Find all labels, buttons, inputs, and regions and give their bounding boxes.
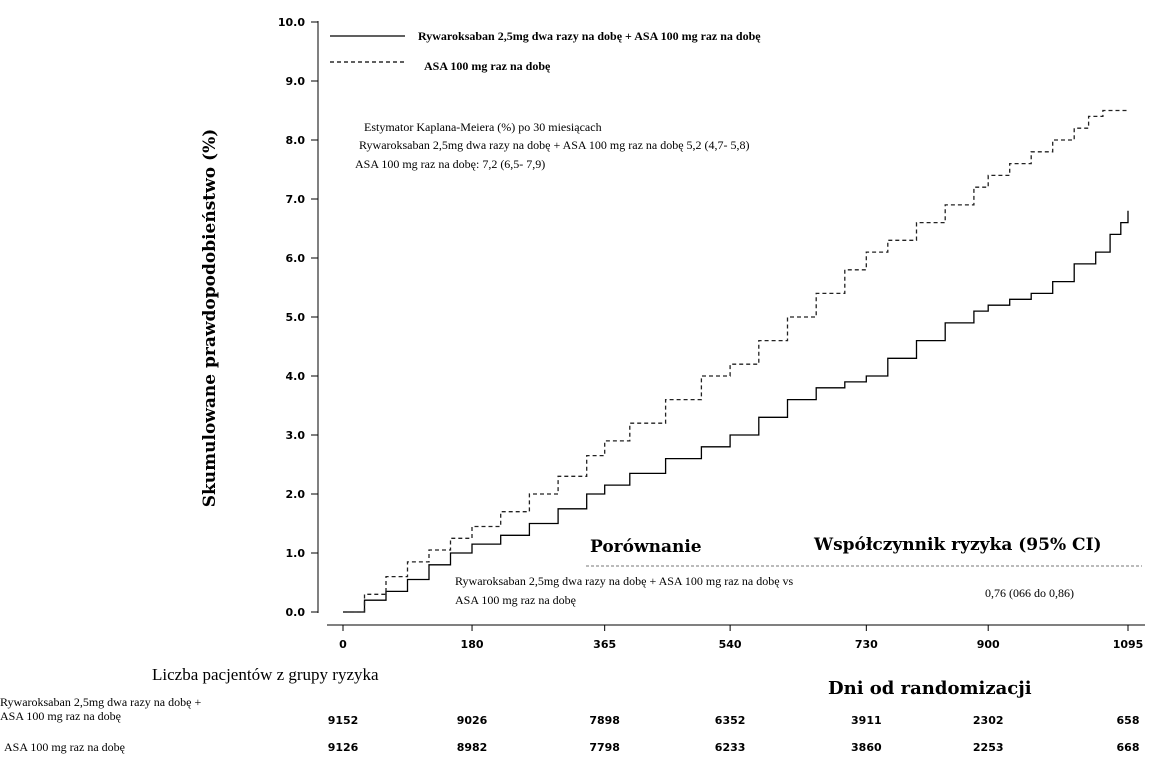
comparison-header-right: Współczynnik ryzyka (95% CI)	[813, 535, 1102, 555]
x-axis-label: Dni od randomizacji	[828, 678, 1032, 699]
risk-cell: 7898	[589, 714, 620, 727]
risk-cell: 6352	[714, 714, 746, 727]
risk-cell: 6233	[714, 741, 746, 754]
risk-cell: 668	[1116, 741, 1140, 754]
y-tick-label: 7.0	[286, 193, 306, 206]
risk-cell: 658	[1116, 714, 1140, 727]
x-ticks: 0 180 365 540 730 900 1095	[339, 625, 1143, 651]
x-tick-label: 900	[977, 638, 1000, 651]
risk-table-title: Liczba pacjentów z grupy ryzyka	[152, 665, 379, 684]
legend-label-2: ASA 100 mg raz na dobę	[424, 59, 551, 73]
x-tick-label: 540	[719, 638, 742, 651]
risk-row-1-label-line-2: ASA 100 mg raz na dobę	[0, 709, 121, 723]
x-tick-label: 0	[339, 638, 347, 651]
y-tick-label: 2.0	[286, 488, 306, 501]
y-axis-label: Skumulowane prawdopodobieństwo (%)	[200, 129, 220, 508]
y-ticks: 0.0 1.0 2.0 3.0 4.0 5.0 6.0 7.0 8.0 9.0 10.0	[278, 16, 318, 619]
comparison-header-left: Porównanie	[590, 537, 702, 557]
risk-cell: 9126	[327, 741, 359, 754]
y-tick-label: 5.0	[286, 311, 306, 324]
km-note-title: Estymator Kaplana-Meiera (%) po 30 miesi…	[364, 120, 602, 134]
risk-cell: 9026	[456, 714, 488, 727]
risk-cell: 2302	[972, 714, 1004, 727]
risk-row-1-label-line-1: Rywaroksaban 2,5mg dwa razy na dobę +	[0, 695, 202, 709]
y-tick-label: 1.0	[286, 547, 306, 560]
legend-label-1: Rywaroksaban 2,5mg dwa razy na dobę + AS…	[418, 29, 761, 43]
comparison-value: 0,76 (066 do 0,86)	[985, 586, 1074, 600]
y-tick-label: 10.0	[278, 16, 305, 29]
km-note-line-2: ASA 100 mg raz na dobę: 7,2 (6,5- 7,9)	[355, 157, 545, 171]
risk-cell: 9152	[327, 714, 359, 727]
x-tick-label: 1095	[1113, 638, 1144, 651]
risk-cell: 3911	[851, 714, 882, 727]
risk-cell: 8982	[456, 741, 488, 754]
y-tick-label: 6.0	[286, 252, 306, 265]
x-tick-label: 730	[855, 638, 878, 651]
comparison-row-line-1: Rywaroksaban 2,5mg dwa razy na dobę + AS…	[455, 574, 794, 588]
risk-cell: 7798	[589, 741, 620, 754]
series-line-asa	[343, 109, 1128, 613]
km-note-line-1: Rywaroksaban 2,5mg dwa razy na dobę + AS…	[359, 138, 750, 152]
y-tick-label: 3.0	[286, 429, 306, 442]
km-estimate-note: Estymator Kaplana-Meiera (%) po 30 miesi…	[355, 120, 750, 171]
risk-cell: 2253	[972, 741, 1004, 754]
comparison-table: Porównanie Współczynnik ryzyka (95% CI) …	[455, 535, 1142, 607]
x-tick-label: 180	[461, 638, 484, 651]
comparison-row-line-2: ASA 100 mg raz na dobę	[455, 593, 576, 607]
risk-row-2-label: ASA 100 mg raz na dobę	[4, 740, 125, 754]
risk-cell: 3860	[851, 741, 882, 754]
series-group	[343, 109, 1129, 613]
y-tick-label: 9.0	[286, 75, 306, 88]
y-tick-label: 8.0	[286, 134, 306, 147]
y-tick-label: 0.0	[286, 606, 306, 619]
legend: Rywaroksaban 2,5mg dwa razy na dobę + AS…	[330, 29, 761, 73]
risk-row-1-label: Rywaroksaban 2,5mg dwa razy na dobę + AS…	[0, 695, 201, 723]
series-line-rivaroxaban	[343, 210, 1129, 613]
x-tick-label: 365	[593, 638, 616, 651]
y-tick-label: 4.0	[286, 370, 306, 383]
